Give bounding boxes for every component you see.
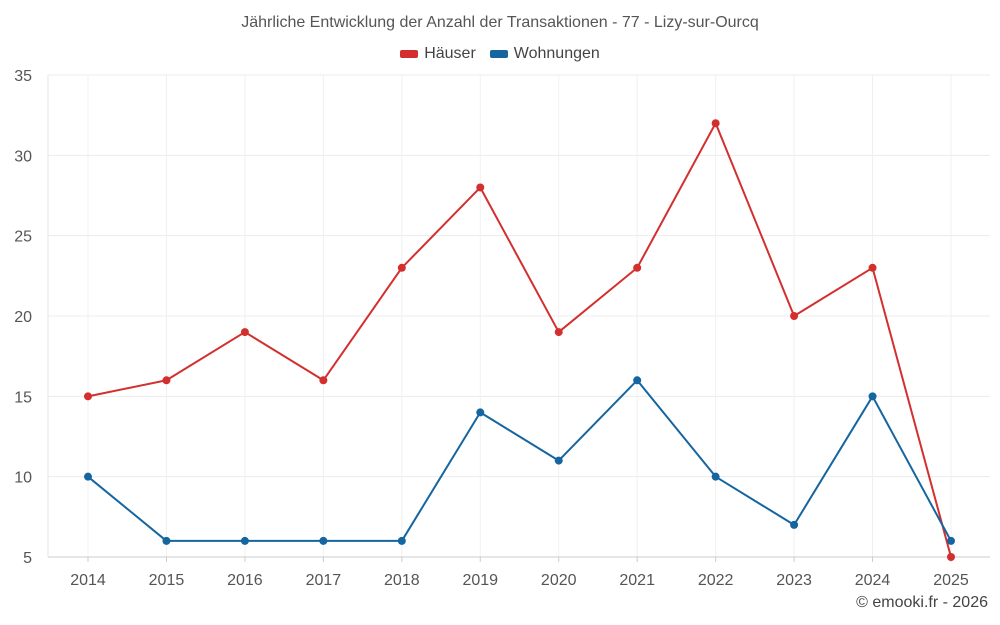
chart-title: Jährliche Entwicklung der Anzahl der Tra… — [241, 14, 759, 31]
x-tick-label-2024: 2024 — [855, 572, 891, 589]
data-point-wohnungen-2018 — [397, 536, 406, 545]
data-point-haeuser-2018 — [397, 263, 406, 272]
x-tick-label-2014: 2014 — [70, 572, 106, 589]
data-point-haeuser-2015 — [162, 376, 171, 385]
data-point-haeuser-2020 — [554, 328, 563, 337]
y-tick-label-35: 35 — [14, 68, 32, 85]
x-tick-label-2016: 2016 — [227, 572, 263, 589]
data-point-haeuser-2016 — [240, 328, 249, 337]
x-tick-label-2018: 2018 — [384, 572, 420, 589]
x-tick-label-2023: 2023 — [776, 572, 812, 589]
data-point-haeuser-2025 — [947, 553, 955, 561]
legend-swatch-wohnungen — [489, 50, 508, 58]
data-point-haeuser-2022 — [711, 119, 720, 128]
x-tick-label-2017: 2017 — [306, 572, 342, 589]
legend-item-haeuser[interactable]: Häuser — [400, 45, 476, 63]
data-point-haeuser-2017 — [319, 376, 328, 385]
data-point-wohnungen-2015 — [162, 536, 171, 545]
data-point-wohnungen-2025 — [947, 536, 955, 545]
data-point-wohnungen-2023 — [790, 520, 799, 529]
legend-label-haeuser: Häuser — [424, 45, 476, 62]
y-tick-label-30: 30 — [14, 148, 32, 165]
x-tick-label-2021: 2021 — [619, 572, 655, 589]
grid-lines — [48, 74, 990, 558]
y-tick-label-20: 20 — [14, 309, 32, 326]
y-tick-label-5: 5 — [23, 550, 32, 567]
x-tick-label-2015: 2015 — [149, 572, 185, 589]
data-point-wohnungen-2014 — [84, 472, 92, 481]
data-point-haeuser-2014 — [84, 392, 92, 401]
data-point-haeuser-2021 — [633, 263, 642, 272]
data-point-haeuser-2023 — [790, 312, 799, 320]
series-line-haeuser — [87, 122, 952, 558]
x-tick-label-2025: 2025 — [933, 572, 969, 589]
data-point-wohnungen-2024 — [868, 392, 877, 401]
x-tick-label-2019: 2019 — [462, 572, 498, 589]
x-tick-label-2022: 2022 — [698, 572, 734, 589]
data-point-wohnungen-2020 — [554, 456, 563, 465]
data-point-haeuser-2024 — [868, 263, 877, 272]
y-tick-label-25: 25 — [14, 229, 32, 246]
data-point-wohnungen-2019 — [476, 408, 485, 417]
y-tick-label-15: 15 — [14, 389, 32, 406]
data-point-wohnungen-2017 — [319, 536, 328, 545]
series-line-wohnungen — [87, 379, 952, 542]
chart-legend: Häuser Wohnungen — [0, 45, 1000, 63]
data-point-wohnungen-2016 — [240, 536, 249, 545]
data-point-wohnungen-2022 — [711, 472, 720, 481]
series-group — [84, 119, 955, 561]
x-tick-label-2020: 2020 — [541, 572, 577, 589]
data-point-haeuser-2019 — [476, 183, 485, 192]
footer-credit: © emooki.fr - 2026 — [856, 594, 988, 611]
legend-label-wohnungen: Wohnungen — [513, 45, 600, 62]
data-point-wohnungen-2021 — [633, 376, 642, 385]
legend-item-wohnungen[interactable]: Wohnungen — [489, 45, 600, 63]
legend-swatch-haeuser — [400, 50, 419, 58]
y-tick-label-10: 10 — [14, 470, 32, 487]
